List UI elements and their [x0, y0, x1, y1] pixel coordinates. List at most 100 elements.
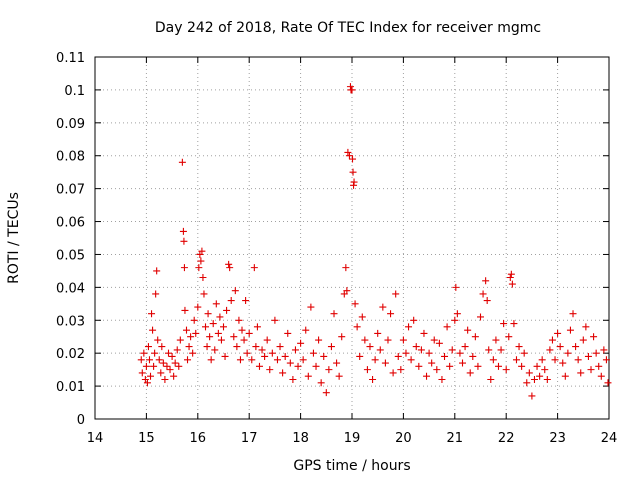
data-point-plus [276, 343, 284, 351]
y-tick-label: 0.04 [56, 281, 85, 296]
data-point-plus [203, 343, 211, 351]
data-point-plus [515, 343, 523, 351]
y-tick-label: 0.05 [56, 248, 85, 263]
data-point-plus [502, 366, 510, 374]
data-point-plus [394, 352, 402, 360]
data-point-plus [312, 362, 320, 370]
data-point-plus [435, 339, 443, 347]
data-point-plus [461, 343, 469, 351]
data-point-plus [181, 306, 189, 314]
data-point-plus [176, 336, 184, 344]
data-point-plus [525, 369, 533, 377]
data-point-plus [204, 310, 212, 318]
data-point-plus [584, 352, 592, 360]
data-point-plus [248, 356, 256, 364]
data-point-plus [286, 359, 294, 367]
data-point-plus [407, 356, 415, 364]
data-point-plus [358, 313, 366, 321]
data-point-plus [371, 356, 379, 364]
data-point-plus [410, 316, 418, 324]
data-point-plus [279, 369, 287, 377]
data-point-plus [214, 329, 222, 337]
data-point-plus [505, 333, 513, 341]
data-point-plus [206, 333, 214, 341]
data-point-plus [258, 346, 266, 354]
data-point-plus [351, 300, 359, 308]
data-point-plus [402, 349, 410, 357]
data-point-plus [342, 264, 350, 272]
data-point-plus [566, 326, 574, 334]
data-point-plus [151, 349, 159, 357]
data-point-plus [315, 336, 323, 344]
data-point-plus [474, 362, 482, 370]
data-point-plus [361, 336, 369, 344]
data-point-plus [374, 329, 382, 337]
data-point-plus [226, 264, 234, 272]
data-point-plus [182, 326, 190, 334]
data-point-plus [238, 326, 246, 334]
data-point-plus [587, 366, 595, 374]
data-point-plus [392, 290, 400, 298]
data-point-plus [152, 290, 160, 298]
data-point-plus [261, 352, 269, 360]
data-point-plus [459, 359, 467, 367]
y-tick-label: 0.07 [56, 183, 85, 198]
data-point-plus [199, 273, 207, 281]
data-point-plus [180, 264, 188, 272]
grid-lines [95, 57, 609, 419]
data-point-plus [148, 310, 156, 318]
data-point-plus [163, 362, 171, 370]
data-point-plus [197, 257, 205, 265]
data-point-plus [420, 329, 428, 337]
data-point-plus [221, 352, 229, 360]
data-point-plus [494, 362, 502, 370]
y-tick-label: 0.06 [56, 216, 85, 231]
data-point-plus [200, 290, 208, 298]
data-point-plus [464, 326, 472, 334]
data-point-plus [304, 372, 312, 380]
data-point-plus [497, 346, 505, 354]
data-point-plus [158, 343, 166, 351]
data-point-plus [548, 336, 556, 344]
data-point-plus [425, 349, 433, 357]
x-tick-label: 19 [344, 431, 361, 446]
data-point-plus [147, 372, 155, 380]
data-point-plus [483, 297, 491, 305]
data-point-plus [140, 349, 148, 357]
data-point-plus [263, 336, 271, 344]
data-point-plus [561, 372, 569, 380]
data-point-plus [489, 356, 497, 364]
data-point-plus [207, 356, 215, 364]
data-point-plus [223, 306, 231, 314]
y-tick-label: 0.01 [56, 380, 85, 395]
data-point-plus [415, 362, 423, 370]
data-point-plus [271, 316, 279, 324]
data-point-plus [433, 366, 441, 374]
data-point-plus [438, 376, 446, 384]
data-point-plus [250, 264, 258, 272]
data-point-plus [387, 310, 395, 318]
data-point-plus [452, 283, 460, 291]
data-point-plus [469, 352, 477, 360]
data-point-plus [240, 336, 248, 344]
data-point-plus [190, 316, 198, 324]
data-point-plus [284, 329, 292, 337]
data-point-plus [322, 389, 330, 397]
x-tick-label: 23 [549, 431, 566, 446]
data-point-plus [153, 267, 161, 275]
data-point-plus [574, 356, 582, 364]
data-point-plus [482, 277, 490, 285]
data-point-plus [173, 346, 181, 354]
data-point-plus [582, 323, 590, 331]
data-point-plus [289, 376, 297, 384]
x-tick-label: 24 [601, 431, 618, 446]
data-point-plus [343, 287, 351, 295]
data-point-plus [353, 323, 361, 331]
y-tick-label: 0.08 [56, 150, 85, 165]
data-point-plus [202, 323, 210, 331]
data-point-plus [523, 379, 531, 387]
data-point-plus [590, 333, 598, 341]
data-point-plus [189, 349, 197, 357]
axis-ticks: 14 15 16 17 18 19 20 21 22 23 24 0 0.01 0.02 0.03 0.04 0… [56, 51, 617, 446]
